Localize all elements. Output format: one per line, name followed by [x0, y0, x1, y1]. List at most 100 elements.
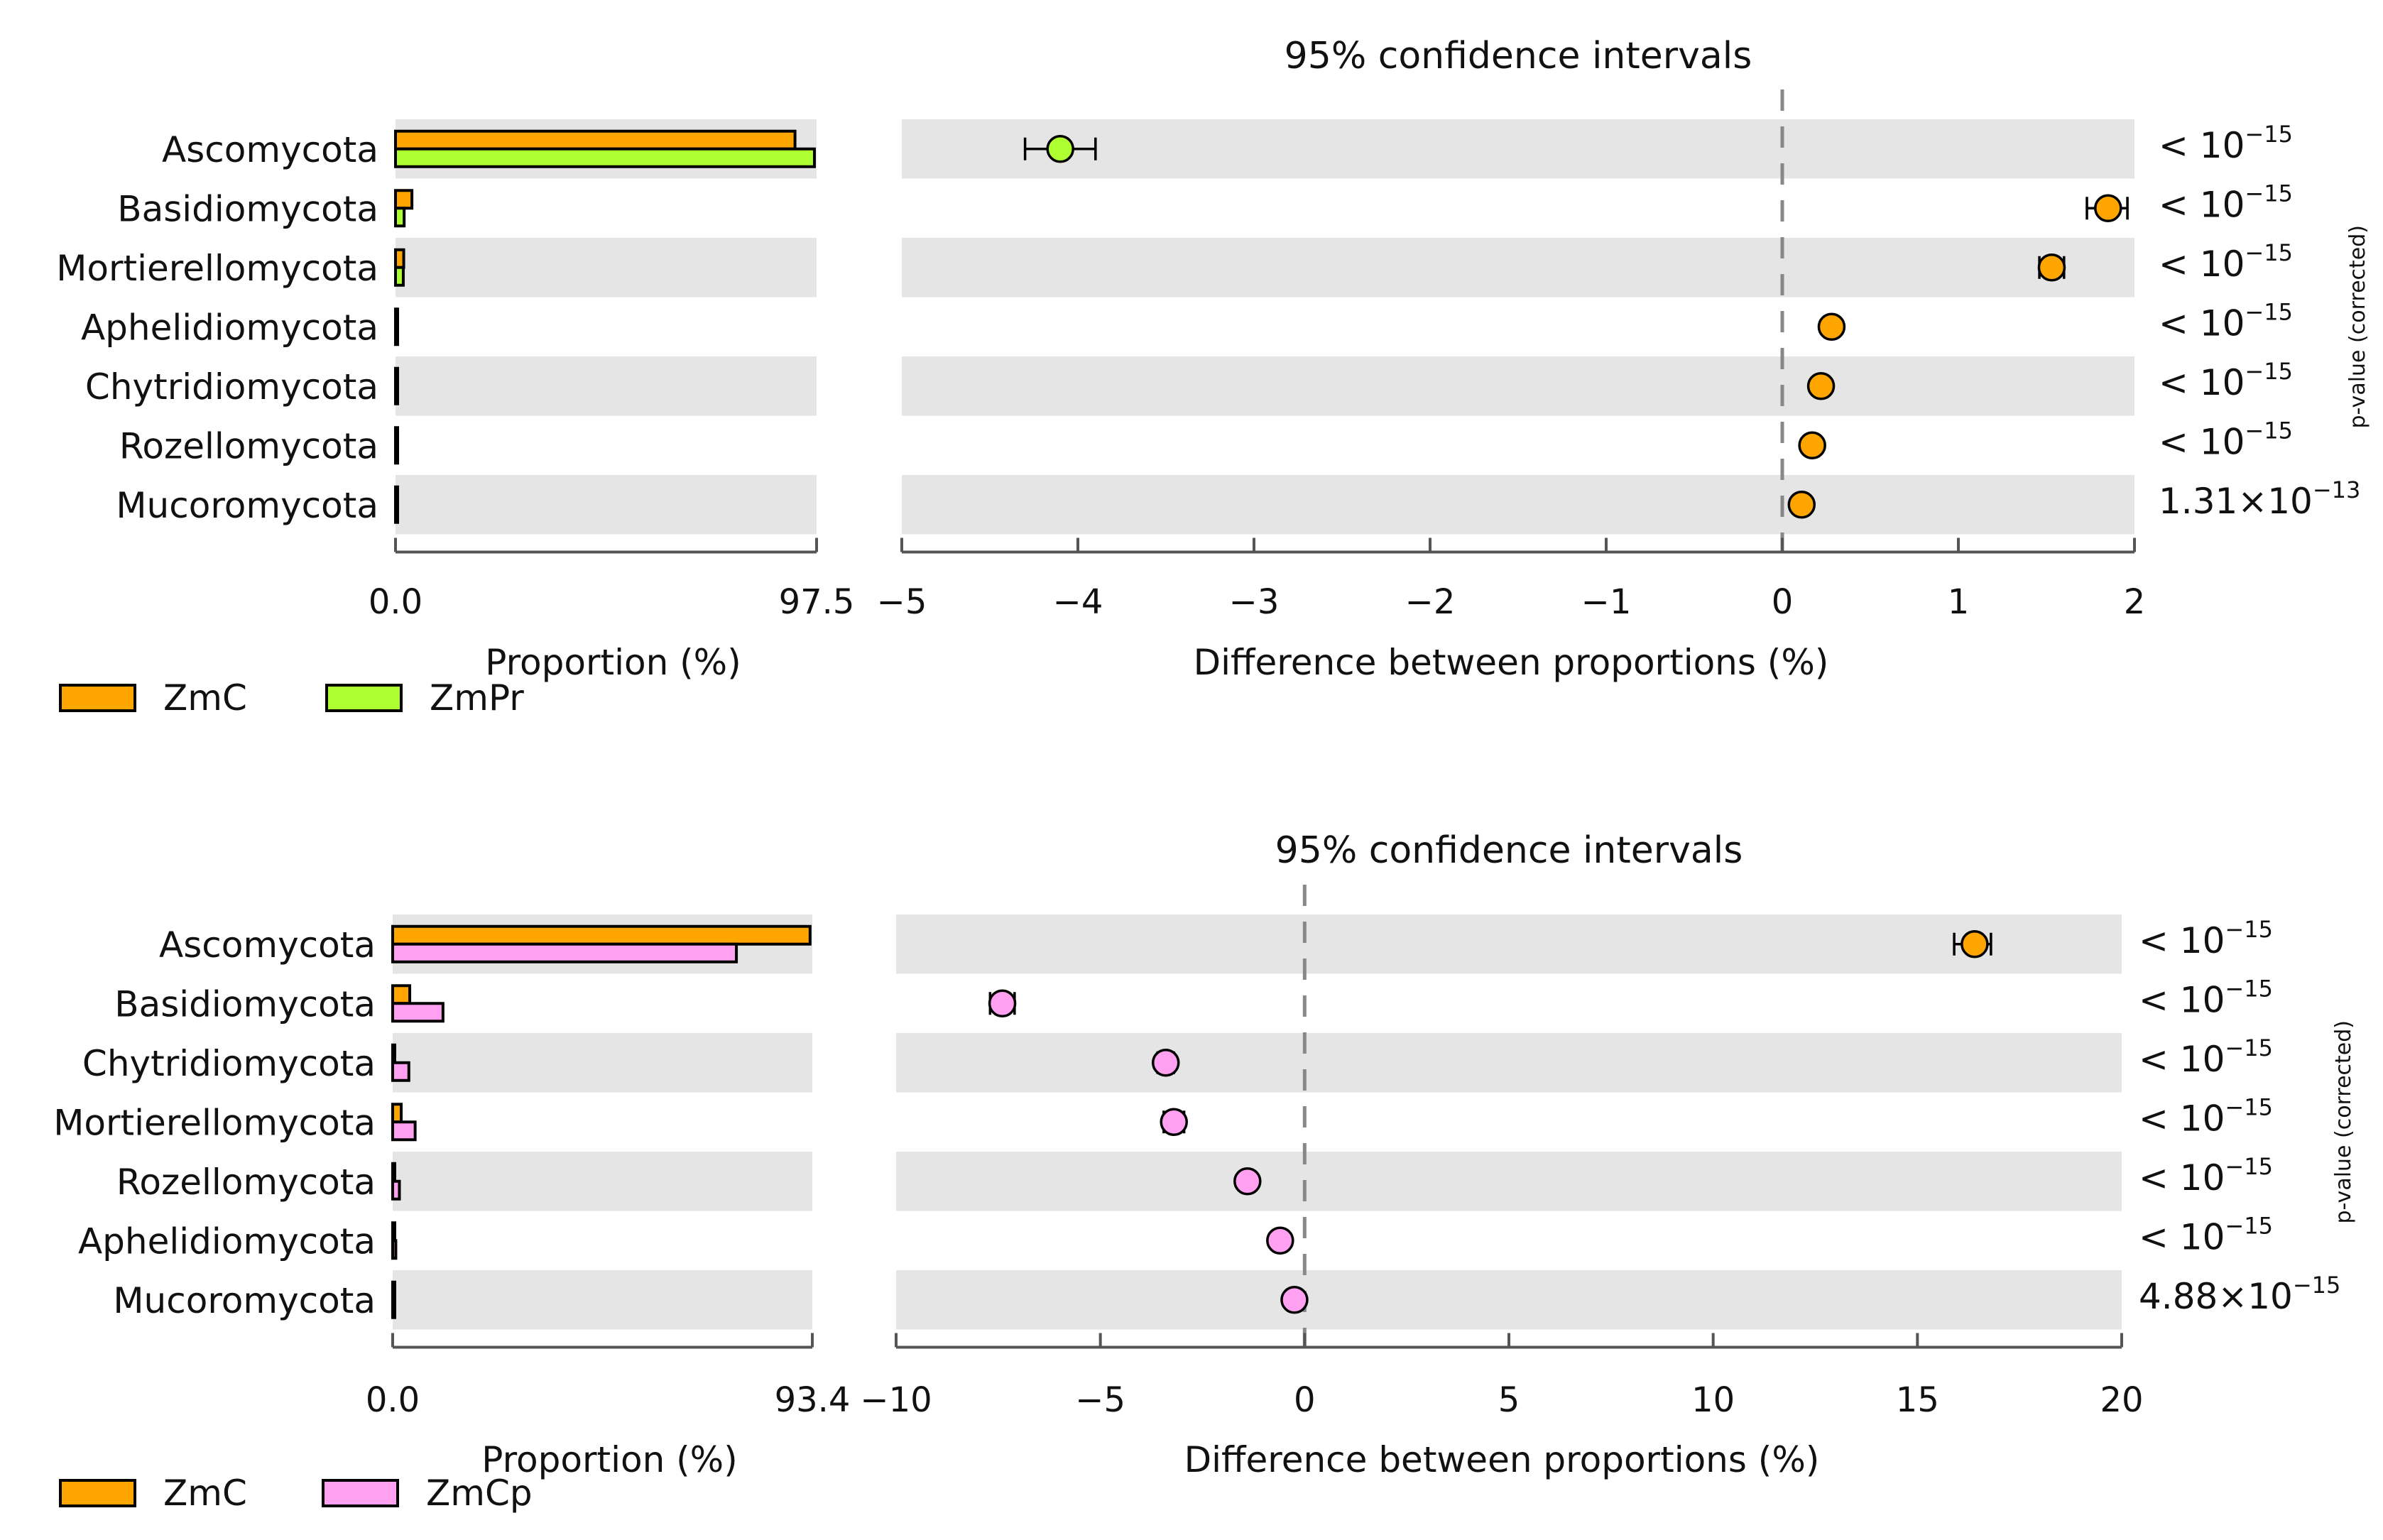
p-value-exponent: −15: [2245, 239, 2293, 266]
difference-axis-label: Difference between proportions (%): [1184, 1439, 1820, 1480]
proportion-axis-label: Proportion (%): [485, 642, 741, 683]
proportion-bar: [391, 1280, 396, 1301]
p-value-base: < 10: [2159, 125, 2245, 166]
p-value-base: < 10: [2139, 1157, 2225, 1198]
row-stripe-right: [902, 238, 2134, 297]
category-label: Rozellomycota: [116, 1162, 376, 1203]
difference-point: [1160, 1108, 1188, 1136]
row-stripe-left: [396, 356, 817, 416]
p-value-exponent: −15: [2225, 1153, 2273, 1180]
difference-tick-label: −3: [1229, 582, 1280, 622]
p-value-exponent: −15: [2245, 121, 2293, 148]
p-value: < 10−15: [2139, 1093, 2273, 1139]
proportion-bar: [391, 1179, 401, 1201]
row-stripe-left: [393, 1270, 812, 1330]
difference-tick-label: −4: [1053, 582, 1103, 622]
p-value-exponent: −15: [2245, 298, 2293, 325]
difference-tick-label: 10: [1691, 1380, 1735, 1420]
difference-point: [1266, 1226, 1294, 1255]
proportion-bar: [394, 325, 399, 346]
p-value: < 10−15: [2139, 1212, 2273, 1257]
proportion-bar: [394, 444, 399, 465]
p-value-exponent: −15: [2293, 1272, 2341, 1299]
proportion-bar: [394, 266, 405, 287]
proportion-tick-label: 93.4: [775, 1380, 851, 1420]
category-label: Basidiomycota: [114, 983, 376, 1025]
difference-tick-label: −10: [860, 1380, 932, 1420]
category-label: Chytridiomycota: [82, 1043, 376, 1084]
legend-swatch: [59, 1479, 136, 1507]
p-value: 4.88×10−15: [2139, 1272, 2340, 1317]
proportion-bar: [391, 1298, 396, 1319]
p-value: < 10−15: [2139, 975, 2273, 1020]
proportion-bar: [394, 426, 399, 447]
p-value-exponent: −15: [2245, 180, 2293, 207]
difference-point: [988, 989, 1017, 1017]
proportion-bar: [394, 503, 399, 524]
category-label: Mortierellomycota: [56, 248, 378, 289]
difference-tick-label: 15: [1896, 1380, 1939, 1420]
category-label: Aphelidiomycota: [81, 307, 378, 348]
p-value-exponent: −15: [2225, 975, 2273, 1002]
difference-point: [1806, 372, 1836, 400]
legend-swatch: [322, 1479, 399, 1507]
p-value: < 10−15: [2139, 1034, 2273, 1080]
difference-point: [2094, 194, 2122, 222]
p-value-base: < 10: [2139, 979, 2225, 1020]
proportion-tick-label: 0.0: [366, 1380, 420, 1420]
difference-point: [2037, 253, 2066, 282]
proportion-bar: [391, 1043, 396, 1064]
p-value-base: < 10: [2139, 1039, 2225, 1080]
difference-tick-label: −5: [877, 582, 927, 622]
category-label: Aphelidiomycota: [78, 1220, 376, 1262]
difference-tick-label: −1: [1581, 582, 1632, 622]
p-value-base: < 10: [2139, 1216, 2225, 1257]
row-stripe-left: [396, 238, 817, 297]
proportion-bar: [394, 129, 797, 151]
p-value-base: < 10: [2139, 920, 2225, 961]
proportion-bar: [391, 984, 412, 1005]
p-value-base: < 10: [2159, 184, 2245, 225]
p-value-exponent: −15: [2225, 1212, 2273, 1239]
category-label: Chytridiomycota: [85, 366, 378, 408]
legend-label: ZmC: [163, 1473, 247, 1514]
difference-tick-label: 20: [2100, 1380, 2143, 1420]
proportion-bar: [394, 207, 406, 228]
p-value-base: < 10: [2159, 421, 2245, 462]
difference-point: [1233, 1167, 1262, 1196]
category-label: Ascomycota: [159, 924, 376, 966]
difference-tick-label: −2: [1405, 582, 1456, 622]
p-value-exponent: −13: [2313, 476, 2361, 503]
p-value-base: < 10: [2159, 302, 2245, 344]
difference-tick-label: −5: [1075, 1380, 1125, 1420]
p-value-exponent: −15: [2225, 1034, 2273, 1061]
panel-1: 95% confidence intervals Ascomycota Basidi…: [56, 35, 2370, 719]
p-value: < 10−15: [2139, 916, 2273, 961]
p-value-exponent: −15: [2245, 417, 2293, 444]
proportion-axis-label: Proportion (%): [481, 1439, 737, 1480]
p-value-base: 4.88×10: [2139, 1276, 2293, 1317]
p-value: < 10−15: [2139, 1153, 2273, 1198]
difference-tick-label: 1: [1948, 582, 1970, 622]
proportion-bar: [391, 1002, 445, 1023]
row-stripe-right: [902, 475, 2134, 535]
p-value-base: < 10: [2139, 1098, 2225, 1139]
chart-title: 95% confidence intervals: [1275, 829, 1743, 872]
proportion-bar: [394, 307, 399, 329]
p-value: < 10−15: [2159, 239, 2293, 285]
proportion-bar: [391, 924, 812, 946]
row-stripe-right: [896, 1033, 2122, 1093]
p-value: 1.31×10−13: [2159, 476, 2360, 522]
panel-2: 95% confidence intervals Ascomycota Basidi…: [53, 829, 2356, 1514]
proportion-bar: [391, 1162, 396, 1183]
proportion-bar: [394, 366, 399, 388]
row-stripe-right: [896, 914, 2122, 974]
proportion-bar: [394, 248, 405, 269]
proportion-bar: [394, 485, 399, 506]
difference-tick-label: 0: [1294, 1380, 1316, 1420]
proportion-tick-label: 97.5: [779, 582, 855, 622]
legend-label: ZmCp: [426, 1473, 533, 1514]
p-value: < 10−15: [2159, 121, 2293, 166]
difference-point: [1817, 312, 1846, 341]
